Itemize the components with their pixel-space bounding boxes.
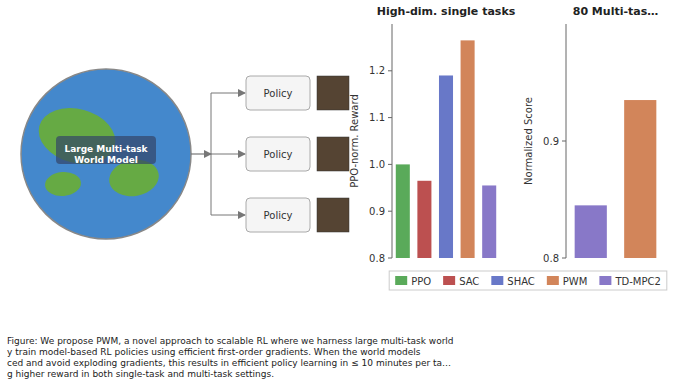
bar-chart: 0.8 0.9 1.0 1.1 1.2 High-dim. single tasks PPO…	[349, 5, 516, 264]
policy-box	[246, 198, 310, 232]
y-tick-label: 1.0	[369, 159, 385, 170]
y-axis-label: Normalized Score	[523, 97, 534, 185]
robot-image	[317, 198, 349, 232]
bar	[461, 40, 475, 258]
chart-title: 80 Multi-tas…	[573, 5, 659, 18]
robot-image	[317, 76, 349, 110]
figure: 0.8 0.9 1.0 1.1 1.2 High-dim. single tasks PPO…	[0, 0, 678, 381]
annotation-line: World Model	[74, 155, 138, 165]
legend-label: SAC	[459, 276, 479, 287]
legend-frame	[389, 271, 667, 290]
y-tick-label: 0.9	[543, 136, 559, 147]
legend-label: TD-MPC2	[614, 276, 660, 287]
bars	[575, 100, 657, 258]
legend-item: PWM	[547, 276, 588, 287]
y-tick	[388, 70, 392, 71]
chart-title: High-dim. single tasks	[377, 5, 516, 18]
annotation: Policy	[264, 210, 293, 221]
legend-label: PWM	[563, 276, 588, 287]
legend: PPO SAC SHAC PWM TD-MPC2	[389, 271, 667, 290]
annotation-line: ced and avoid exploding gradients, this …	[7, 358, 451, 368]
annotation-line: g higher reward in both single-task and …	[7, 369, 274, 379]
bars	[396, 40, 496, 258]
legend-swatch	[491, 276, 503, 285]
y-tick	[562, 258, 566, 259]
globe-label-box	[56, 136, 156, 164]
legend-item: SHAC	[491, 276, 535, 287]
policy-box	[246, 137, 310, 171]
legend-item: SAC	[443, 276, 479, 287]
policy-box	[246, 76, 310, 110]
bar	[439, 75, 453, 258]
legend-swatch	[547, 276, 559, 285]
bar	[575, 205, 607, 258]
legend-swatch	[599, 276, 611, 285]
land	[44, 170, 82, 197]
legend-label: PPO	[411, 276, 431, 287]
y-tick-label: 0.9	[369, 206, 385, 217]
y-tick-label: 1.1	[369, 112, 385, 123]
legend-item: TD-MPC2	[599, 276, 660, 287]
legend-item: PPO	[395, 276, 431, 287]
y-tick-label: 1.2	[369, 65, 385, 76]
legend-swatch	[395, 276, 407, 285]
diagram: Large Multi-taskWorld Model Policy Policy P…	[21, 69, 349, 239]
y-tick	[562, 141, 566, 142]
y-tick	[388, 164, 392, 165]
y-tick	[388, 117, 392, 118]
annotation: Policy	[264, 149, 293, 160]
y-tick-label: 0.8	[369, 253, 385, 264]
y-tick	[388, 258, 392, 259]
y-axis-line	[392, 24, 393, 258]
connector	[211, 93, 245, 94]
bar	[482, 185, 496, 258]
annotation-line: y train model-based RL policies using ef…	[7, 347, 421, 357]
robot-image	[317, 137, 349, 171]
annotation-line: Large Multi-task	[64, 144, 148, 154]
globe	[21, 69, 191, 239]
connector	[211, 154, 245, 155]
annotation: Figure: We propose PWM, a novel approach…	[7, 336, 454, 379]
legend-swatch	[443, 276, 455, 285]
y-tick-label: 0.8	[543, 253, 559, 264]
annotation: Policy	[264, 88, 293, 99]
bar	[396, 164, 410, 258]
bar	[417, 181, 431, 258]
legend-label: SHAC	[507, 276, 535, 287]
bar	[624, 100, 656, 258]
connector	[191, 153, 211, 154]
annotation-line: Figure: We propose PWM, a novel approach…	[7, 336, 454, 346]
bar-chart: 0.8 0.9 80 Multi-tas… Normalized Score	[523, 5, 658, 264]
globe-border	[21, 69, 191, 239]
connector	[211, 215, 245, 216]
y-axis-label: PPO-norm. Reward	[349, 94, 360, 188]
y-tick	[388, 211, 392, 212]
annotation: Large Multi-taskWorld Model	[64, 144, 148, 165]
